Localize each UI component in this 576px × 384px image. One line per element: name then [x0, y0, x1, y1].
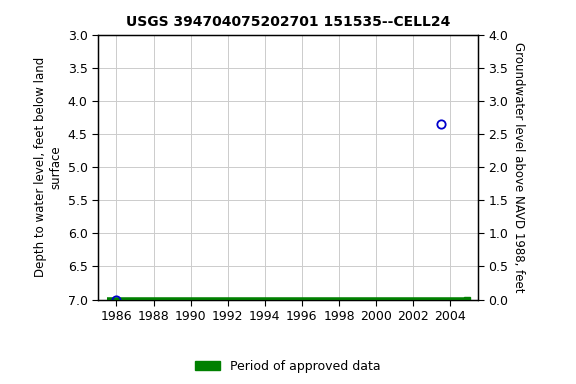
Legend: Period of approved data: Period of approved data	[190, 355, 386, 378]
Y-axis label: Groundwater level above NAVD 1988, feet: Groundwater level above NAVD 1988, feet	[512, 42, 525, 292]
Title: USGS 394704075202701 151535--CELL24: USGS 394704075202701 151535--CELL24	[126, 15, 450, 29]
Y-axis label: Depth to water level, feet below land
surface: Depth to water level, feet below land su…	[34, 57, 62, 277]
